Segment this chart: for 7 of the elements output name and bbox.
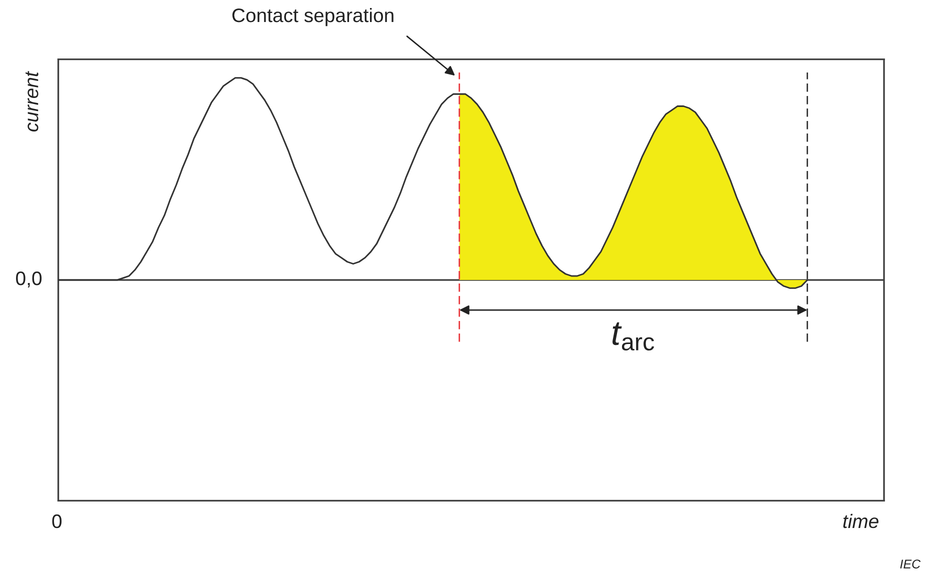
text: 0	[52, 514, 62, 528]
ref-line-label: 0,0	[16, 271, 42, 288]
text: t$_{arc}$	[612, 322, 654, 351]
y-axis-title: current	[26, 70, 38, 132]
text: time	[843, 514, 878, 528]
text: IEC	[900, 560, 921, 568]
text: Contact separation	[232, 8, 394, 26]
